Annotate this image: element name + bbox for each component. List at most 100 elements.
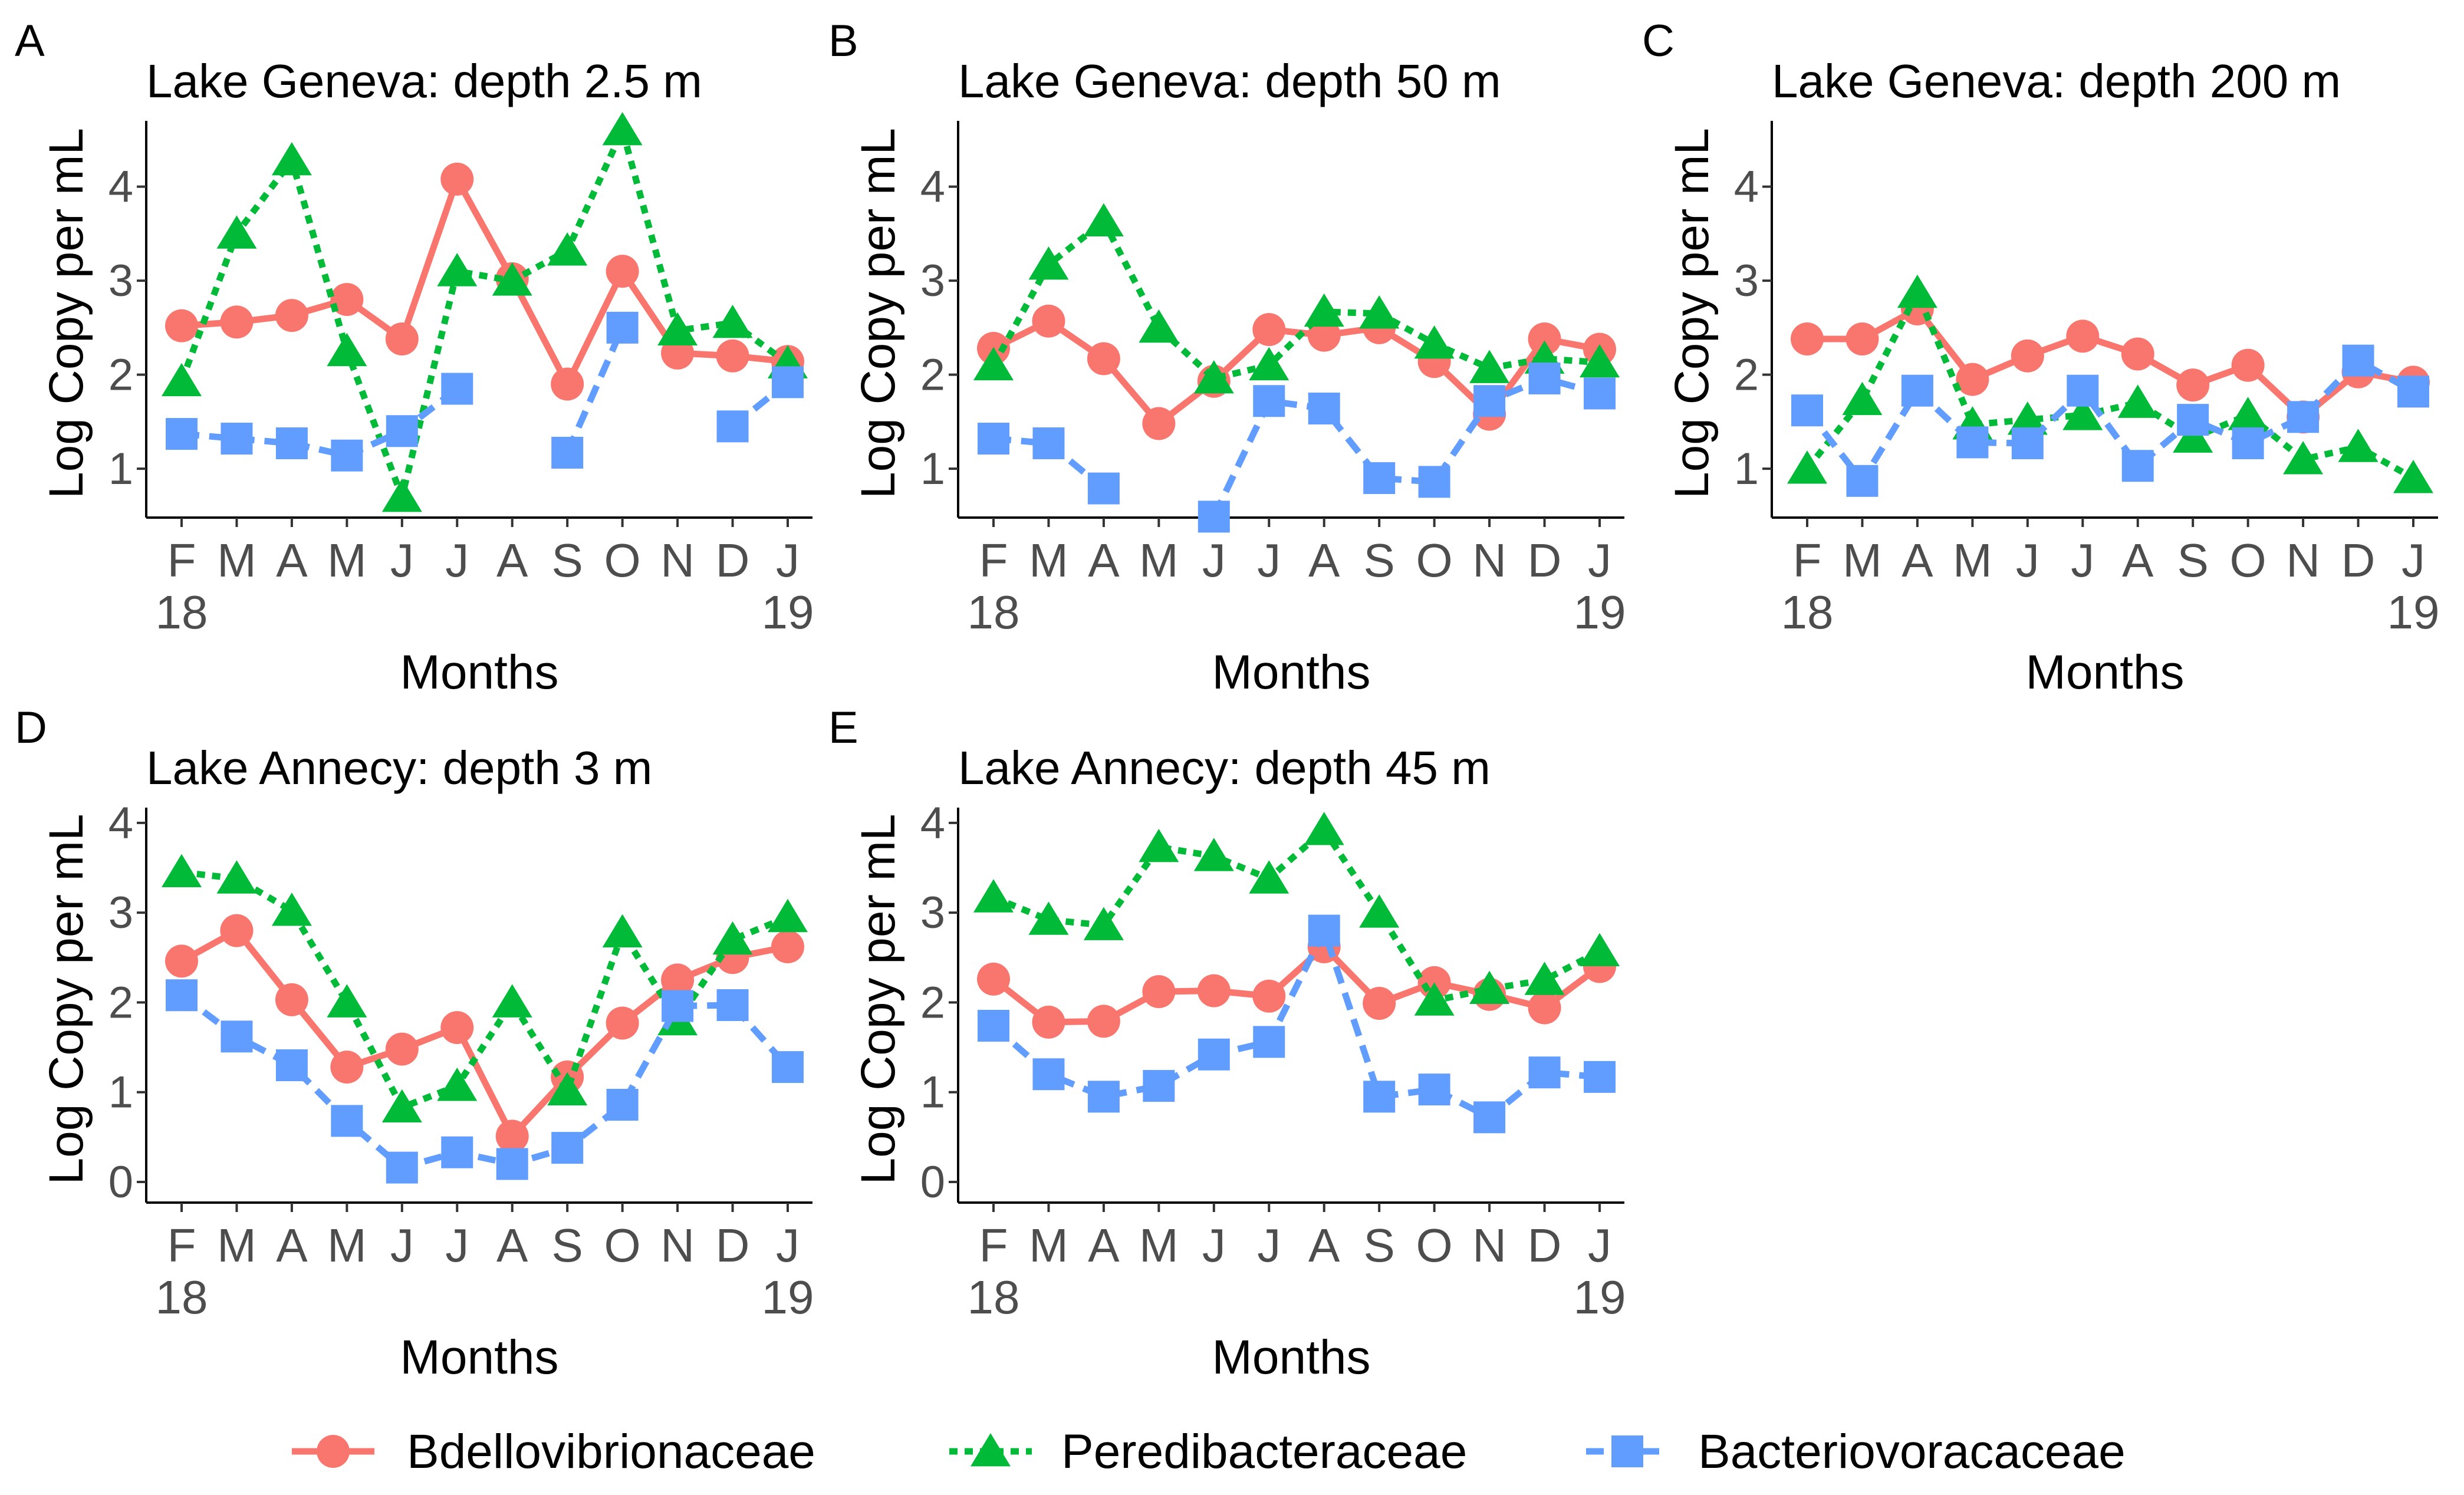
x-tick-label: F — [167, 1219, 196, 1272]
x-tick-label: O — [604, 1219, 641, 1272]
data-point — [220, 914, 254, 947]
data-point — [1528, 362, 1561, 394]
data-point — [662, 990, 694, 1022]
data-point — [768, 898, 808, 933]
data-point — [1580, 933, 1620, 967]
data-point — [162, 363, 202, 397]
data-point — [1193, 838, 1234, 871]
data-point — [1083, 203, 1124, 237]
data-point — [275, 983, 308, 1016]
data-point — [331, 439, 363, 472]
x-tick-label: A — [276, 534, 308, 587]
y-tick-label: 3 — [1734, 256, 1759, 306]
data-point — [271, 141, 312, 176]
y-tick-label: 2 — [920, 977, 945, 1028]
x-tick-label: S — [2177, 534, 2209, 587]
series-bacteriovoracaceae — [166, 979, 804, 1184]
data-point — [1028, 901, 1069, 935]
data-point — [1308, 914, 1340, 947]
x-tick-label: J — [445, 534, 469, 587]
x-tick-label: J — [390, 534, 414, 587]
x-tick-label: S — [1364, 1219, 1395, 1272]
data-point — [2287, 401, 2320, 433]
data-point — [2121, 337, 2154, 371]
data-point — [327, 332, 367, 367]
y-tick-label: 3 — [920, 256, 945, 306]
data-point — [602, 111, 643, 146]
legend-label: Peredibacteraceae — [1061, 1425, 1467, 1478]
data-point — [1897, 274, 1937, 308]
data-point — [327, 984, 367, 1017]
x-tick-label: O — [1416, 1219, 1453, 1272]
x-tick-label: S — [552, 1219, 583, 1272]
series-line — [564, 326, 626, 455]
x-tick-label: M — [1953, 534, 1992, 587]
data-point — [2228, 397, 2268, 430]
data-point — [1528, 322, 1561, 355]
data-point — [1198, 500, 1230, 533]
data-point — [2067, 374, 2099, 407]
y-tick-label: 4 — [108, 162, 133, 212]
data-point — [165, 944, 198, 978]
data-point — [1791, 322, 1824, 355]
data-point — [1414, 982, 1455, 1016]
data-point — [1197, 974, 1231, 1007]
legend-item-bdellovibrionaceae: Bdellovibrionaceae — [292, 1425, 815, 1478]
data-point — [386, 1151, 418, 1184]
data-point — [2397, 376, 2429, 408]
data-point — [973, 347, 1014, 381]
data-point — [973, 879, 1014, 913]
data-point — [385, 1032, 419, 1066]
data-point — [162, 854, 202, 888]
x-tick-label: M — [327, 1219, 367, 1272]
panel-letter: C — [1642, 16, 1675, 66]
data-point — [1528, 1056, 1561, 1089]
x-axis-title: Months — [400, 646, 559, 699]
x-tick-label: J — [1588, 534, 1611, 587]
data-point — [606, 255, 639, 288]
x-tick-label: J — [776, 1219, 800, 1272]
series-bdellovibrionaceae — [1791, 292, 2430, 434]
data-point — [386, 415, 418, 447]
y-axis-title: Log Copy per mL — [851, 814, 905, 1184]
x-tick-label: F — [1793, 534, 1822, 587]
data-point — [2177, 404, 2209, 436]
data-point — [2176, 368, 2210, 402]
data-point — [716, 410, 749, 443]
data-point — [496, 1148, 528, 1180]
x-tick-label: J — [1202, 1219, 1226, 1272]
series-peredibacteraceae — [973, 812, 1620, 1016]
data-point — [1032, 1058, 1065, 1091]
y-tick-label: 1 — [920, 1068, 945, 1118]
x-year-label: 19 — [762, 586, 814, 638]
data-point — [712, 304, 753, 338]
data-point — [1359, 295, 1400, 329]
x-year-label: 18 — [156, 586, 208, 638]
data-point — [1087, 342, 1120, 376]
series-bacteriovoracaceae — [978, 914, 1616, 1134]
x-tick-label: M — [327, 534, 367, 587]
data-point — [221, 1020, 253, 1053]
data-point — [2011, 427, 2044, 460]
data-point — [275, 1049, 308, 1082]
x-tick-label: J — [776, 534, 800, 587]
x-tick-label: A — [1902, 534, 1933, 587]
series-peredibacteraceae — [162, 111, 808, 512]
data-point — [1253, 385, 1285, 417]
data-point — [547, 1072, 588, 1106]
data-point — [165, 309, 198, 343]
x-tick-label: A — [1308, 534, 1340, 587]
data-point — [492, 262, 532, 296]
data-point — [547, 232, 588, 266]
data-point — [978, 1010, 1009, 1042]
series-peredibacteraceae — [973, 203, 1620, 394]
data-point — [166, 979, 198, 1012]
y-tick-label: 1 — [1734, 444, 1759, 494]
data-point — [606, 311, 639, 344]
data-point — [1083, 907, 1124, 940]
y-tick-label: 0 — [920, 1157, 945, 1207]
data-point — [2173, 419, 2213, 453]
data-point — [1363, 1081, 1396, 1113]
data-point — [551, 1132, 584, 1164]
